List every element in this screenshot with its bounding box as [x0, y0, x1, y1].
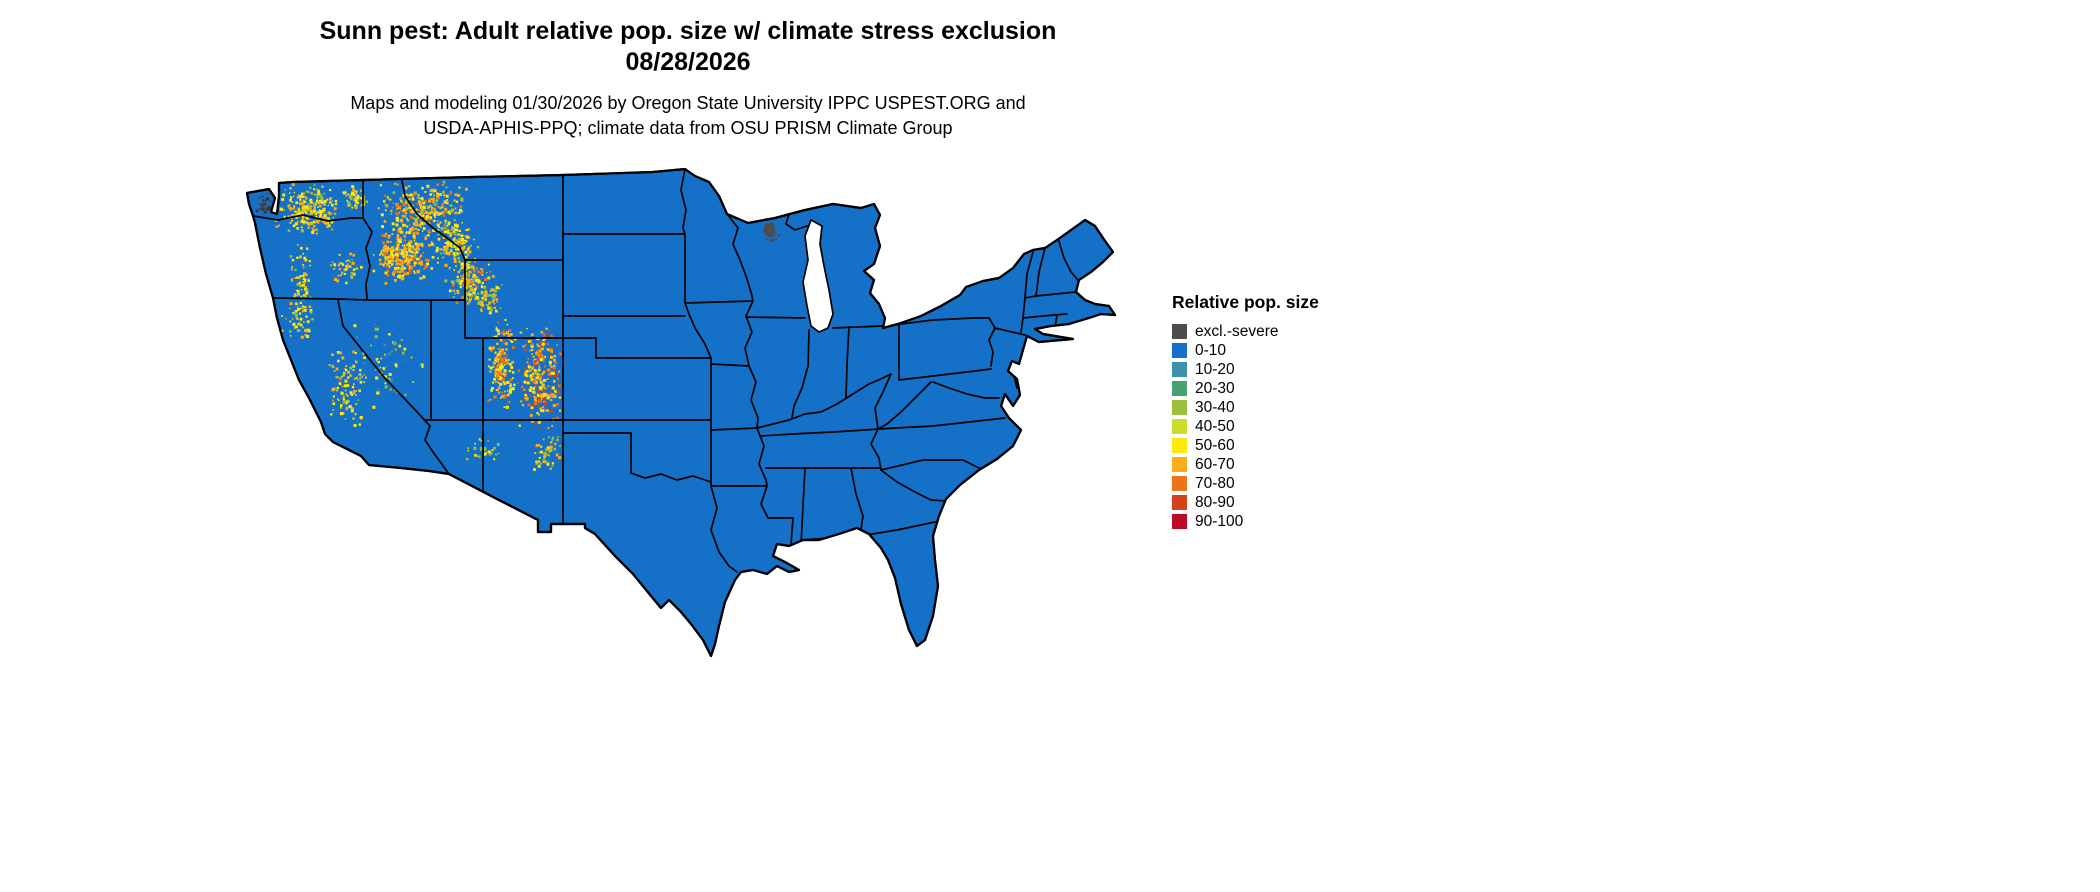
- legend-label: 30-40: [1195, 399, 1235, 416]
- legend-item: 0-10: [1172, 341, 1319, 360]
- legend-label: 90-100: [1195, 513, 1244, 530]
- legend-item: 90-100: [1172, 512, 1319, 531]
- legend-label: 10-20: [1195, 361, 1235, 378]
- legend-swatch: [1172, 381, 1187, 396]
- state-borders: [252, 169, 1079, 573]
- legend-swatch: [1172, 514, 1187, 529]
- legend-swatch: [1172, 362, 1187, 377]
- legend-label: 50-60: [1195, 437, 1235, 454]
- legend-label: 20-30: [1195, 380, 1235, 397]
- legend-swatch: [1172, 324, 1187, 339]
- legend-item: 30-40: [1172, 398, 1319, 417]
- legend-swatch: [1172, 495, 1187, 510]
- map-title-line1: Sunn pest: Adult relative pop. size w/ c…: [319, 17, 1057, 45]
- legend-title: Relative pop. size: [1172, 292, 1319, 312]
- map-subtitle-line2: USDA-APHIS-PPQ; climate data from OSU PR…: [423, 118, 953, 138]
- lake-michigan: [802, 218, 834, 333]
- subtitle-block: Maps and modeling 01/30/2026 by Oregon S…: [0, 91, 1376, 141]
- map-subtitle-line1: Maps and modeling 01/30/2026 by Oregon S…: [350, 93, 1026, 113]
- legend-swatch: [1172, 457, 1187, 472]
- legend-label: 60-70: [1195, 456, 1235, 473]
- legend-label: 80-90: [1195, 494, 1235, 511]
- us-landmass: [245, 168, 1117, 658]
- legend-label: 40-50: [1195, 418, 1235, 435]
- legend-label: 0-10: [1195, 342, 1227, 359]
- legend-item: 60-70: [1172, 455, 1319, 474]
- map-title-date: 08/28/2026: [625, 48, 751, 76]
- legend-swatch: [1172, 419, 1187, 434]
- us-map: [245, 168, 1117, 658]
- legend-item: excl.-severe: [1172, 322, 1319, 341]
- legend-swatch: [1172, 400, 1187, 415]
- legend-item: 50-60: [1172, 436, 1319, 455]
- legend-items: excl.-severe 0-10 10-20 20-30 30-40 40-50 50-6…: [1172, 322, 1319, 531]
- legend-item: 80-90: [1172, 493, 1319, 512]
- legend-item: 10-20: [1172, 360, 1319, 379]
- legend-swatch: [1172, 438, 1187, 453]
- legend-label: excl.-severe: [1195, 323, 1279, 340]
- legend-item: 40-50: [1172, 417, 1319, 436]
- excluded-region-north-wisconsin: [763, 222, 776, 238]
- legend-swatch: [1172, 343, 1187, 358]
- legend-label: 70-80: [1195, 475, 1235, 492]
- legend-item: 20-30: [1172, 379, 1319, 398]
- legend-item: 70-80: [1172, 474, 1319, 493]
- legend: Relative pop. size excl.-severe 0-10 10-20…: [1172, 292, 1319, 531]
- population-speckles: [255, 180, 919, 656]
- title-block: Sunn pest: Adult relative pop. size w/ c…: [0, 16, 1376, 141]
- legend-swatch: [1172, 476, 1187, 491]
